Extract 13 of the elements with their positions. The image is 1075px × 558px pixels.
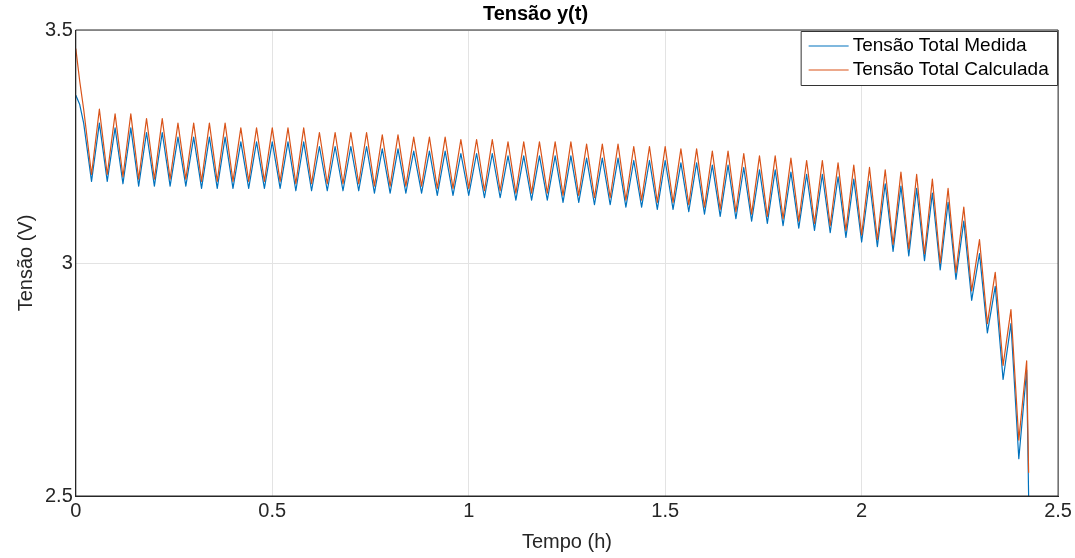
- x-tick-label: 2.5: [1044, 498, 1072, 521]
- legend-label: Tensão Total Medida: [852, 34, 1028, 56]
- y-tick-label: 3.5: [44, 17, 73, 40]
- x-tick-label: 1: [463, 498, 475, 521]
- y-axis-title: Tensão (V): [13, 214, 36, 312]
- chart-title: Tensão y(t): [482, 1, 589, 24]
- y-tick-label: 2.5: [44, 483, 73, 506]
- x-tick-label: 2: [856, 498, 868, 521]
- legend-label: Tensão Total Calculada: [852, 58, 1050, 80]
- x-axis-title: Tempo (h): [521, 529, 612, 552]
- x-tick-label: 1.5: [651, 498, 680, 521]
- x-tick-label: 0.5: [258, 498, 287, 521]
- y-tick-label: 3: [61, 250, 73, 273]
